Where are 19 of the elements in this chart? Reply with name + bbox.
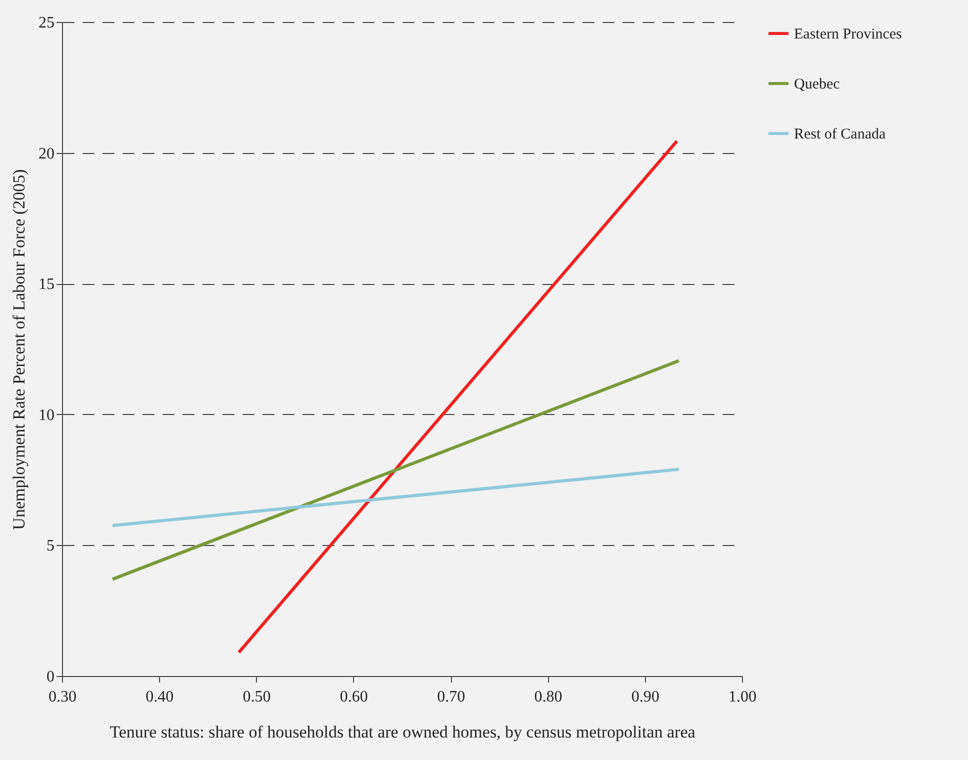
y-tick-label: 5 — [46, 538, 54, 555]
x-tick-label: 1.00 — [728, 688, 756, 706]
x-axis-title: Tenure status: share of households that are owned homes, by census metropolitan area — [110, 722, 696, 742]
y-tick-label: 15 — [38, 276, 54, 294]
y-tick-label: 0 — [46, 668, 54, 686]
x-tick-label: 0.90 — [631, 688, 660, 706]
x-tick-label: 0.50 — [242, 688, 271, 706]
y-tick-label: 20 — [38, 145, 54, 162]
legend-label: Eastern Provinces — [794, 26, 902, 42]
y-axis-title: Unemployment Rate Percent of Labour Force (2005) — [10, 169, 28, 530]
x-tick-label: 0.70 — [437, 688, 466, 706]
x-tick-label: 0.80 — [534, 688, 562, 706]
y-tick-label: 10 — [38, 406, 54, 424]
legend-label: Rest of Canada — [794, 126, 886, 142]
x-tick-label: 0.30 — [48, 688, 76, 706]
legend-label: Quebec — [794, 76, 840, 92]
y-tick-label: 25 — [38, 14, 54, 32]
x-tick-label: 0.40 — [146, 688, 174, 706]
x-tick-label: 0.60 — [340, 688, 368, 706]
